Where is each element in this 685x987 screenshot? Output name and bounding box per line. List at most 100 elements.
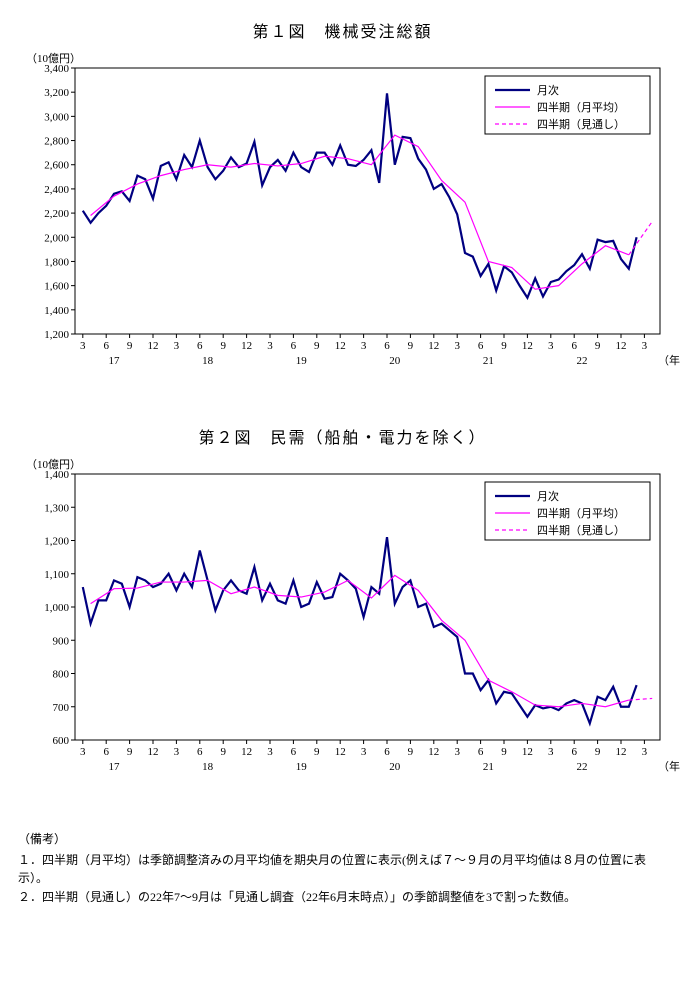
svg-text:20: 20 [389, 761, 401, 773]
svg-text:3: 3 [361, 340, 367, 352]
svg-text:四半期（見通し）: 四半期（見通し） [537, 117, 625, 131]
svg-text:（年度）: （年度） [658, 759, 680, 773]
chart2-wrap: （10億円） 6007008009001,0001,1001,2001,3001… [20, 460, 685, 800]
svg-text:700: 700 [53, 702, 70, 714]
svg-text:9: 9 [501, 340, 507, 352]
svg-text:9: 9 [220, 746, 226, 758]
svg-text:12: 12 [428, 746, 439, 758]
svg-text:6: 6 [103, 340, 109, 352]
svg-text:9: 9 [314, 746, 320, 758]
svg-text:12: 12 [148, 340, 159, 352]
svg-text:22: 22 [577, 355, 588, 367]
svg-text:1,300: 1,300 [44, 502, 69, 514]
svg-text:3,200: 3,200 [44, 87, 69, 99]
svg-text:1,200: 1,200 [44, 536, 69, 548]
chart2-yunit: （10億円） [26, 456, 81, 472]
svg-text:2,400: 2,400 [44, 184, 69, 196]
svg-text:1,800: 1,800 [44, 256, 69, 268]
svg-text:3: 3 [267, 746, 273, 758]
svg-text:1,200: 1,200 [44, 329, 69, 341]
svg-text:12: 12 [522, 340, 533, 352]
svg-text:19: 19 [296, 355, 308, 367]
svg-text:6: 6 [103, 746, 109, 758]
svg-text:月次: 月次 [537, 83, 559, 97]
svg-text:6: 6 [197, 746, 203, 758]
svg-text:6: 6 [571, 340, 577, 352]
svg-text:3: 3 [642, 746, 648, 758]
svg-text:6: 6 [478, 340, 484, 352]
svg-text:6: 6 [478, 746, 484, 758]
svg-text:6: 6 [571, 746, 577, 758]
svg-text:20: 20 [389, 355, 401, 367]
svg-text:四半期（月平均）: 四半期（月平均） [537, 506, 625, 520]
svg-text:四半期（月平均）: 四半期（月平均） [537, 100, 625, 114]
svg-text:19: 19 [296, 761, 308, 773]
svg-text:3: 3 [642, 340, 648, 352]
svg-text:12: 12 [428, 340, 439, 352]
svg-text:3: 3 [548, 340, 554, 352]
svg-text:6: 6 [384, 340, 390, 352]
svg-text:3: 3 [174, 746, 180, 758]
svg-text:2,800: 2,800 [44, 136, 69, 148]
notes-line2: ２．四半期（見通し）の22年7～9月は「見通し調査（22年6月末時点）」の季節調… [18, 888, 667, 907]
svg-text:月次: 月次 [537, 489, 559, 503]
notes-block: （備考） １．四半期（月平均）は季節調整済みの月平均値を期央月の位置に表示(例え… [18, 830, 667, 906]
chart1-svg: 1,2001,4001,6001,8002,0002,2002,4002,600… [20, 54, 680, 394]
svg-text:22: 22 [577, 761, 588, 773]
svg-text:6: 6 [291, 746, 297, 758]
svg-text:21: 21 [483, 355, 494, 367]
svg-text:12: 12 [616, 340, 627, 352]
svg-text:1,000: 1,000 [44, 602, 69, 614]
svg-text:3: 3 [80, 746, 86, 758]
svg-text:9: 9 [595, 340, 601, 352]
svg-text:9: 9 [408, 746, 414, 758]
svg-text:3,000: 3,000 [44, 111, 69, 123]
chart2-title: 第２図 民需（船舶・電力を除く） [0, 424, 685, 448]
svg-text:9: 9 [501, 746, 507, 758]
svg-text:17: 17 [109, 355, 121, 367]
svg-text:17: 17 [109, 761, 121, 773]
svg-text:3: 3 [548, 746, 554, 758]
svg-text:900: 900 [53, 635, 70, 647]
svg-text:21: 21 [483, 761, 494, 773]
svg-text:3: 3 [454, 746, 460, 758]
svg-text:9: 9 [127, 340, 133, 352]
svg-text:3: 3 [267, 340, 273, 352]
svg-text:3: 3 [454, 340, 460, 352]
notes-line1: １．四半期（月平均）は季節調整済みの月平均値を期央月の位置に表示(例えば７～９月… [18, 851, 667, 888]
svg-text:18: 18 [202, 355, 214, 367]
svg-text:6: 6 [384, 746, 390, 758]
svg-text:1,600: 1,600 [44, 281, 69, 293]
chart1-title: 第１図 機械受注総額 [0, 18, 685, 42]
svg-text:2,200: 2,200 [44, 208, 69, 220]
svg-text:9: 9 [408, 340, 414, 352]
svg-text:四半期（見通し）: 四半期（見通し） [537, 523, 625, 537]
chart1-yunit: （10億円） [26, 50, 81, 66]
svg-text:800: 800 [53, 669, 70, 681]
svg-text:1,100: 1,100 [44, 569, 69, 581]
svg-text:600: 600 [53, 735, 70, 747]
svg-text:12: 12 [241, 340, 252, 352]
chart2-svg: 6007008009001,0001,1001,2001,3001,400369… [20, 460, 680, 800]
page: 第１図 機械受注総額 （10億円） 1,200 1,400 1,600 1,800 2,… [0, 18, 685, 906]
svg-text:18: 18 [202, 761, 214, 773]
svg-text:12: 12 [241, 746, 252, 758]
svg-text:12: 12 [148, 746, 159, 758]
notes-header: （備考） [18, 830, 667, 849]
chart1-wrap: （10億円） 1,2001,4001,6001,8002,0002,2002,4… [20, 54, 685, 394]
svg-text:12: 12 [335, 746, 346, 758]
svg-text:3: 3 [361, 746, 367, 758]
svg-text:2,000: 2,000 [44, 232, 69, 244]
svg-text:9: 9 [127, 746, 133, 758]
svg-text:12: 12 [335, 340, 346, 352]
svg-text:12: 12 [616, 746, 627, 758]
svg-text:9: 9 [595, 746, 601, 758]
svg-text:1,400: 1,400 [44, 305, 69, 317]
svg-text:6: 6 [197, 340, 203, 352]
svg-text:9: 9 [314, 340, 320, 352]
svg-text:6: 6 [291, 340, 297, 352]
svg-text:12: 12 [522, 746, 533, 758]
svg-text:3: 3 [174, 340, 180, 352]
svg-text:3: 3 [80, 340, 86, 352]
svg-text:9: 9 [220, 340, 226, 352]
